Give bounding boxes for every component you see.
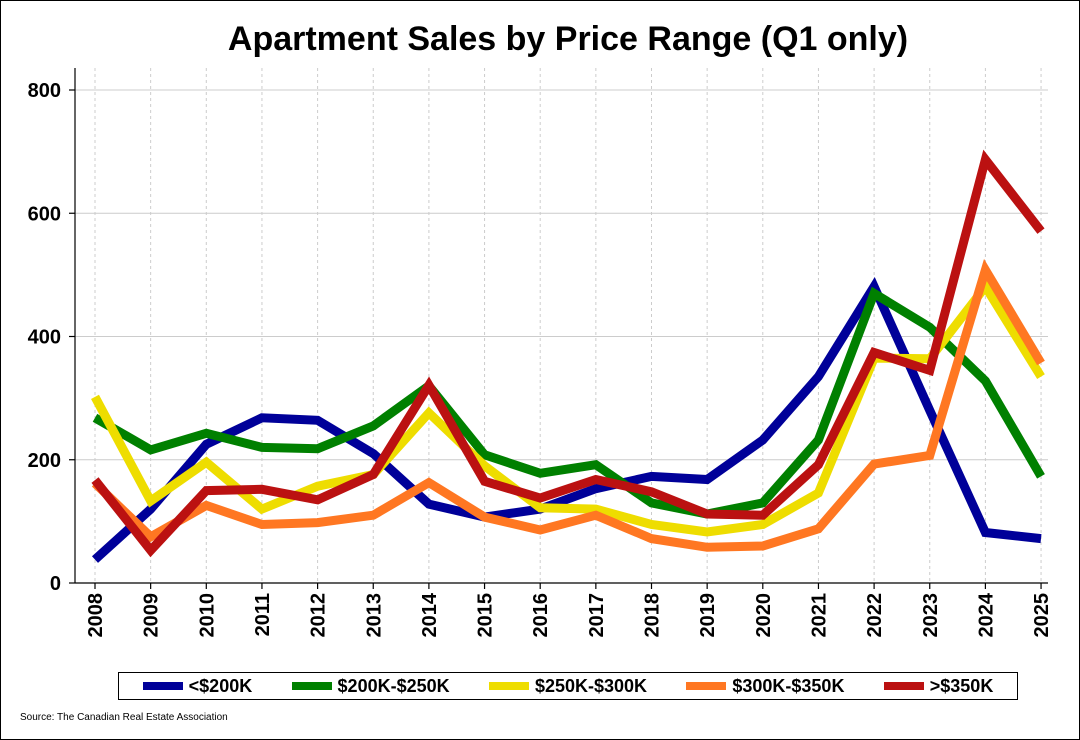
legend: <$200K $200K-$250K $250K-$300K $300K-$350K >… xyxy=(118,672,1018,700)
series-line-200k xyxy=(91,277,1042,563)
legend-item: >$350K xyxy=(883,675,994,697)
x-tick-label: 2015 xyxy=(475,593,497,638)
y-tick-label: 400 xyxy=(28,327,61,349)
y-tick-label: 600 xyxy=(28,203,61,225)
legend-swatch xyxy=(883,682,924,690)
legend-swatch xyxy=(686,682,727,690)
legend-label: <$200K xyxy=(188,675,253,696)
series-layer xyxy=(91,149,1045,563)
x-tick-label: 2019 xyxy=(697,593,719,638)
legend-item: $300K-$350K xyxy=(686,676,844,697)
legend-label: >$350K xyxy=(929,675,994,696)
x-tick-label: 2014 xyxy=(419,592,441,637)
y-tick-label: 0 xyxy=(50,573,61,595)
x-tick-label: 2023 xyxy=(920,593,942,638)
x-tick-label: 2012 xyxy=(308,593,330,638)
x-tick-label: 2008 xyxy=(85,593,107,638)
x-tick-label: 2018 xyxy=(642,593,664,638)
legend-label: $250K-$300K xyxy=(534,675,648,696)
x-tick-label: 2025 xyxy=(1031,593,1053,638)
legend-swatch xyxy=(291,682,332,690)
legend-item: $200K-$250K xyxy=(291,675,450,697)
x-tick-label: 2022 xyxy=(864,593,886,638)
x-tick-label: 2011 xyxy=(252,593,274,636)
x-tick-label: 2013 xyxy=(363,593,385,638)
legend-item: <$200K xyxy=(142,675,253,697)
legend-label: $200K-$250K xyxy=(337,675,450,696)
series-line-300k-350k xyxy=(91,258,1045,552)
x-tick-label: 2016 xyxy=(530,593,552,638)
y-tick-label: 200 xyxy=(28,450,61,472)
x-tick-label: 2021 xyxy=(808,593,830,638)
legend-swatch xyxy=(142,682,183,690)
axes-layer: 0 200 400 600 800 2008 2009 2010 2011 2012 2013 201… xyxy=(28,68,1053,638)
series-line-200k-250k xyxy=(92,286,1045,519)
x-tick-label: 2017 xyxy=(586,593,608,638)
x-tick-label: 2009 xyxy=(141,593,163,638)
legend-item: $250K-$300K xyxy=(488,675,648,697)
series-line-350k xyxy=(91,149,1045,558)
legend-swatch xyxy=(488,682,529,690)
x-tick-label: 2020 xyxy=(753,593,775,638)
legend-label: $300K-$350K xyxy=(732,675,845,696)
x-tick-label: 2010 xyxy=(196,593,218,638)
chart-title: Apartment Sales by Price Range (Q1 only) xyxy=(228,20,908,58)
y-tick-label: 800 xyxy=(28,80,61,102)
x-tick-label: 2024 xyxy=(975,592,997,637)
source-note: Source: The Canadian Real Estate Associa… xyxy=(20,712,228,723)
